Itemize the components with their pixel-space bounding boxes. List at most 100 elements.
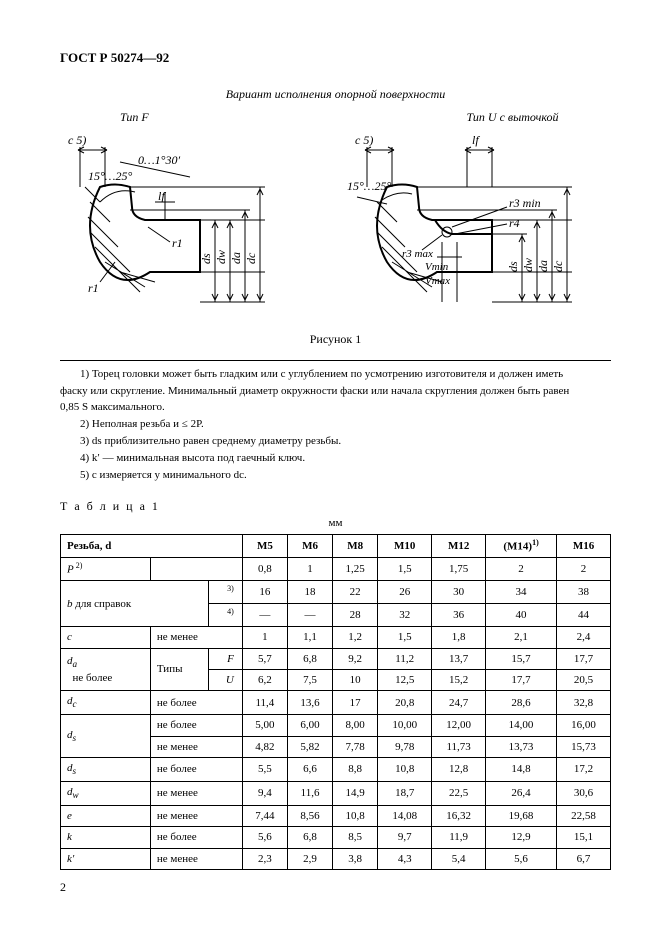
lbl-c5: c 5)	[68, 133, 86, 147]
cell: 11,2	[378, 648, 432, 669]
table-row: k′не менее2,32,93,84,35,45,66,7	[61, 848, 611, 869]
table-row: dsне более5,006,008,0010,0012,0014,0016,…	[61, 715, 611, 736]
cell: 5,00	[242, 715, 287, 736]
row-cond: не более	[150, 757, 242, 781]
divider	[60, 360, 611, 361]
cell: 28,6	[486, 691, 557, 715]
row-sub: 4)	[209, 604, 242, 627]
cell: 10,8	[333, 806, 378, 827]
cell: 8,8	[333, 757, 378, 781]
cell: 10,8	[378, 757, 432, 781]
cell: 9,2	[333, 648, 378, 669]
note-1a: 1) Торец головки может быть гладким или …	[80, 368, 563, 380]
cell: 1,8	[432, 627, 486, 648]
lbl-vmax: Vmax	[425, 275, 450, 287]
row-cond: не менее	[150, 806, 242, 827]
figure-label: Рисунок 1	[60, 332, 611, 348]
cell: 15,1	[557, 827, 611, 848]
section-title: Вариант исполнения опорной поверхности	[60, 87, 611, 103]
cell: 5,6	[486, 848, 557, 869]
cell: 44	[557, 604, 611, 627]
cell: 3,8	[333, 848, 378, 869]
cell: 17,7	[486, 669, 557, 690]
cell: 20,5	[557, 669, 611, 690]
row-cond: не более	[150, 827, 242, 848]
table-row: eне менее7,448,5610,814,0816,3219,6822,5…	[61, 806, 611, 827]
cell: 2,9	[287, 848, 332, 869]
note-5: 5) c измеряется у минимального dc.	[80, 469, 247, 481]
cell: 8,56	[287, 806, 332, 827]
cell: 15,73	[557, 736, 611, 757]
lbl-ds-u: ds	[506, 261, 520, 272]
cell: 9,7	[378, 827, 432, 848]
cell: 24,7	[432, 691, 486, 715]
diagram-type-f: c 5) 0…1°30′ 15°…25° lf r1 r1 ds dw da d…	[60, 132, 310, 322]
cell: 6,8	[287, 827, 332, 848]
cell: 5,5	[242, 757, 287, 781]
cell: 6,00	[287, 715, 332, 736]
cell: 6,2	[242, 669, 287, 690]
col-(M14): (M14)1)	[486, 535, 557, 558]
cell: 26,4	[486, 781, 557, 805]
cell: 19,68	[486, 806, 557, 827]
lbl-vmin: Vmin	[425, 261, 449, 273]
cell: 2	[557, 558, 611, 581]
lbl-dc: dc	[244, 252, 258, 264]
cell: 20,8	[378, 691, 432, 715]
note-1b: фаску или скругление. Минимальный диамет…	[60, 385, 569, 397]
table-row: cне менее11,11,21,51,82,12,4	[61, 627, 611, 648]
col-M16: M16	[557, 535, 611, 558]
table-unit: мм	[60, 516, 611, 530]
cell: 11,4	[242, 691, 287, 715]
cell: 8,5	[333, 827, 378, 848]
row-cond: не менее	[150, 848, 242, 869]
cell: 40	[486, 604, 557, 627]
cell: 13,7	[432, 648, 486, 669]
col-M12: M12	[432, 535, 486, 558]
lbl-da: da	[229, 252, 243, 264]
cell: 1	[242, 627, 287, 648]
diagram-type-u: c 5) lf 15°…25° r3 min r4 r3 max Vmin Vm…	[347, 132, 607, 322]
cell: 16,00	[557, 715, 611, 736]
note-3: 3) ds приблизительно равен среднему диам…	[80, 435, 341, 447]
table-row: da не болееТипыF5,76,89,211,213,715,717,…	[61, 648, 611, 669]
row-label: ds	[61, 715, 151, 758]
cell: 2,3	[242, 848, 287, 869]
row-cond	[150, 558, 242, 581]
row-label: dw	[61, 781, 151, 805]
cell: 2,4	[557, 627, 611, 648]
lbl-r3max: r3 max	[402, 248, 433, 260]
cell: 32,8	[557, 691, 611, 715]
note-1c: 0,85 S максимального.	[60, 401, 165, 413]
table-row: dwне менее9,411,614,918,722,526,430,6	[61, 781, 611, 805]
table-header-row: Резьба, dM5M6M8M10M12(M14)1)M16	[61, 535, 611, 558]
cell: 17,2	[557, 757, 611, 781]
cell: 7,78	[333, 736, 378, 757]
cell: 12,8	[432, 757, 486, 781]
cell: 14,08	[378, 806, 432, 827]
table-row: dcне более11,413,61720,824,728,632,8	[61, 691, 611, 715]
note-2: 2) Неполная резьба и ≤ 2P.	[80, 418, 204, 430]
header-thread: Резьба, d	[61, 535, 243, 558]
row-cond: не менее	[150, 736, 242, 757]
footnotes: 1) Торец головки может быть гладким или …	[60, 367, 611, 483]
cell: 28	[333, 604, 378, 627]
cell: 1,5	[378, 627, 432, 648]
row-cond: не более	[150, 715, 242, 736]
row-label: ds	[61, 757, 151, 781]
cell: 5,6	[242, 827, 287, 848]
row-label: P 2)	[61, 558, 151, 581]
fig-right-title: Тип U с выточкой	[467, 110, 611, 126]
row-label: dc	[61, 691, 151, 715]
cell: 7,5	[287, 669, 332, 690]
row-type-U: U	[209, 669, 242, 690]
cell: —	[287, 604, 332, 627]
cell: 22,58	[557, 806, 611, 827]
table-row: P 2)0,811,251,51,7522	[61, 558, 611, 581]
cell: 2	[486, 558, 557, 581]
cell: 16	[242, 581, 287, 604]
cell: 30,6	[557, 781, 611, 805]
cell: 2,1	[486, 627, 557, 648]
cell: 18,7	[378, 781, 432, 805]
cell: 9,78	[378, 736, 432, 757]
